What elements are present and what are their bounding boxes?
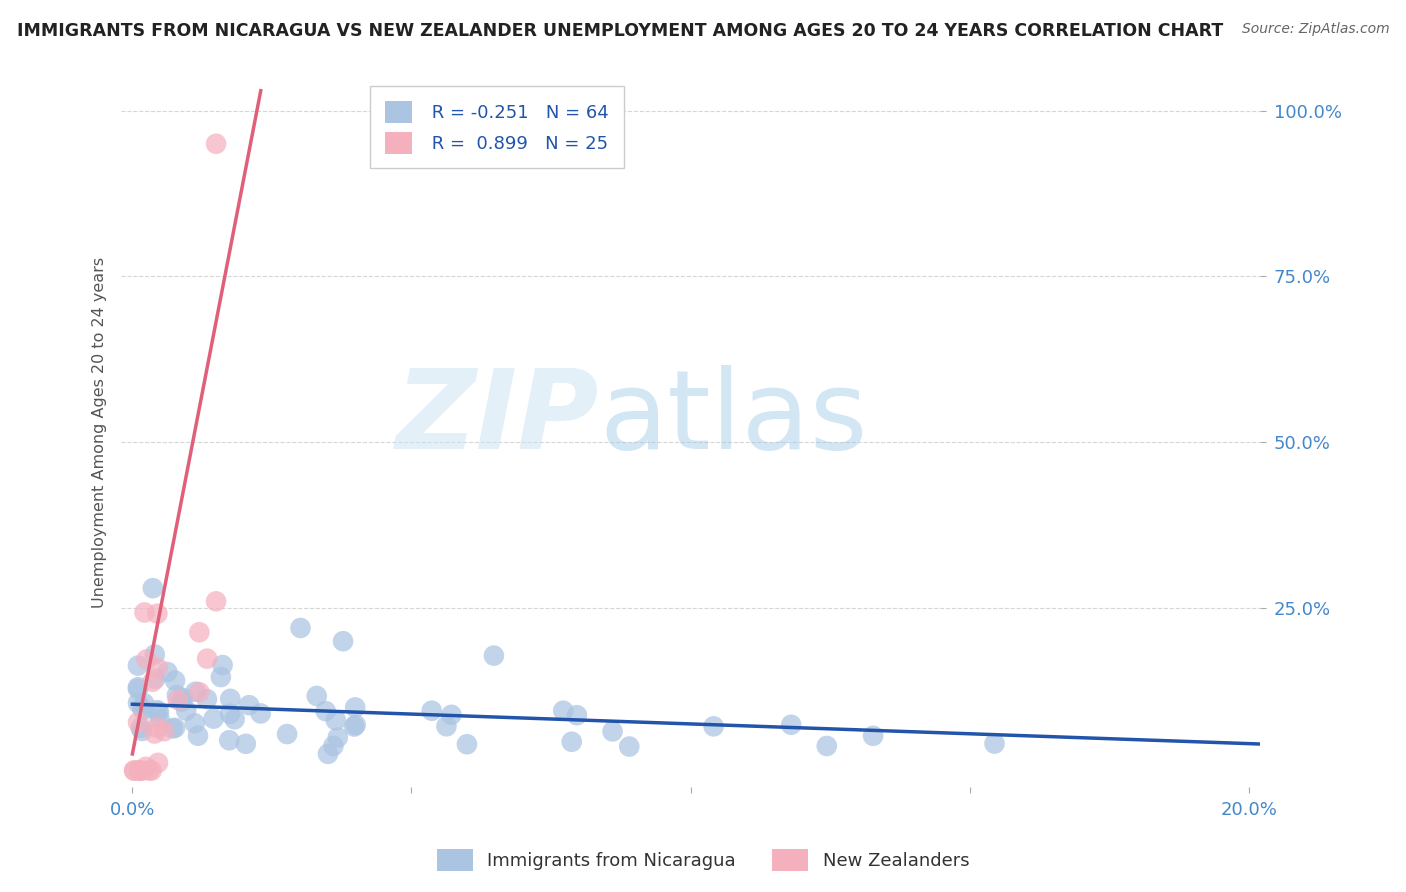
Point [131,723,153,738]
Point [780,718,803,732]
Point [326,731,349,745]
Point [440,707,463,722]
Point [127,715,149,730]
Point [146,703,169,717]
Point [211,658,233,673]
Point [219,706,242,721]
Point [343,719,366,733]
Point [561,735,583,749]
Point [127,680,149,694]
Point [205,136,228,151]
Point [195,651,218,665]
Point [135,652,157,666]
Point [162,722,184,736]
Legend:  R = -0.251   N = 64,  R =  0.899   N = 25: R = -0.251 N = 64, R = 0.899 N = 25 [370,87,624,169]
Point [619,739,641,754]
Point [128,764,150,778]
Point [153,724,176,739]
Point [276,727,298,741]
Point [124,764,146,778]
Point [188,685,211,699]
Point [344,700,367,714]
Legend: Immigrants from Nicaragua, New Zealanders: Immigrants from Nicaragua, New Zealander… [430,842,976,879]
Point [420,704,443,718]
Point [187,729,209,743]
Point [166,693,188,707]
Point [132,703,155,717]
Point [188,625,211,640]
Point [174,704,197,718]
Point [148,705,170,719]
Text: atlas: atlas [599,365,868,472]
Point [553,704,575,718]
Point [290,621,312,635]
Point [146,720,169,734]
Point [184,684,207,698]
Point [135,760,157,774]
Point [149,713,172,727]
Point [129,764,152,778]
Point [134,697,156,711]
Point [305,689,328,703]
Point [316,747,339,761]
Point [165,673,187,688]
Point [436,719,458,733]
Point [195,692,218,706]
Point [173,691,195,706]
Point [565,708,588,723]
Point [202,712,225,726]
Point [184,716,207,731]
Point [131,764,153,778]
Point [142,674,165,689]
Point [127,681,149,696]
Point [166,688,188,702]
Point [163,721,186,735]
Point [815,739,838,753]
Point [209,670,232,684]
Text: Source: ZipAtlas.com: Source: ZipAtlas.com [1241,22,1389,37]
Point [122,764,145,778]
Point [170,695,193,709]
Text: ZIP: ZIP [396,365,599,472]
Point [129,721,152,735]
Point [219,691,242,706]
Point [205,594,228,608]
Point [322,739,344,753]
Y-axis label: Unemployment Among Ages 20 to 24 years: Unemployment Among Ages 20 to 24 years [93,257,107,607]
Point [344,718,367,732]
Point [131,702,153,716]
Point [703,719,725,733]
Point [224,712,246,726]
Point [141,764,163,778]
Point [146,607,169,621]
Point [482,648,505,663]
Point [235,737,257,751]
Point [156,665,179,679]
Point [983,737,1005,751]
Point [325,714,347,728]
Point [146,661,169,675]
Point [315,704,337,718]
Point [138,764,160,778]
Point [456,737,478,751]
Point [143,726,166,740]
Point [127,658,149,673]
Point [602,724,624,739]
Point [146,756,169,770]
Point [128,764,150,778]
Point [862,729,884,743]
Point [143,672,166,686]
Point [142,581,165,595]
Point [332,634,354,648]
Point [127,696,149,710]
Point [238,698,260,713]
Point [143,648,166,662]
Point [249,706,271,721]
Point [134,606,156,620]
Text: IMMIGRANTS FROM NICARAGUA VS NEW ZEALANDER UNEMPLOYMENT AMONG AGES 20 TO 24 YEAR: IMMIGRANTS FROM NICARAGUA VS NEW ZEALAND… [17,22,1223,40]
Point [218,733,240,747]
